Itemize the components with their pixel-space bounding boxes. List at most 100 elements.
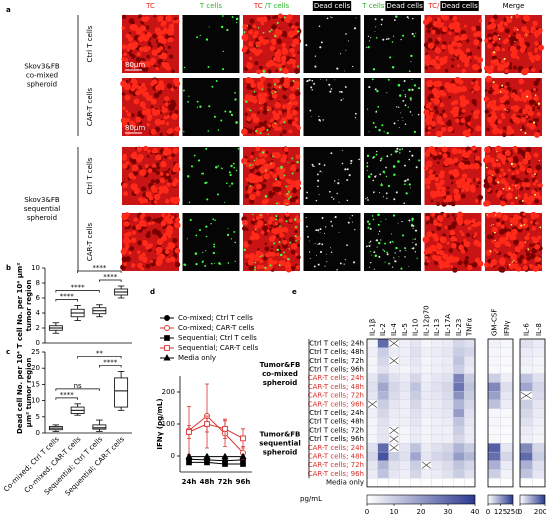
cell-dot bbox=[383, 250, 386, 252]
cell-dot bbox=[315, 229, 318, 232]
cell-dot bbox=[244, 162, 246, 165]
cell-dot bbox=[290, 249, 296, 255]
cell-dot bbox=[248, 41, 254, 47]
heatmap-cell bbox=[388, 408, 400, 418]
column-header: IL-10 bbox=[412, 319, 420, 336]
cell-dot bbox=[285, 266, 290, 270]
cell-dot bbox=[277, 13, 283, 19]
cell-dot bbox=[432, 155, 438, 161]
cell-dot bbox=[246, 24, 248, 27]
cell-dot bbox=[358, 158, 360, 161]
cell-dot bbox=[263, 120, 268, 124]
cell-dot bbox=[231, 182, 234, 185]
cell-dot bbox=[286, 203, 288, 205]
heatmap-cell bbox=[532, 408, 546, 418]
cell-dot bbox=[168, 128, 174, 134]
cell-dot bbox=[502, 172, 507, 176]
cell-dot bbox=[435, 130, 443, 138]
cell-dot bbox=[460, 165, 466, 170]
cell-dot bbox=[504, 69, 509, 74]
cell-dot bbox=[476, 221, 482, 226]
cell-dot bbox=[175, 126, 181, 132]
cell-dot bbox=[529, 243, 533, 248]
cell-dot bbox=[175, 217, 180, 222]
heatmap-cell bbox=[388, 347, 400, 357]
cell-dot bbox=[405, 250, 407, 252]
cell-dot bbox=[256, 45, 258, 47]
cell-dot bbox=[458, 79, 464, 85]
heatmap-cell bbox=[399, 382, 411, 392]
cell-dot bbox=[331, 196, 333, 199]
cell-dot bbox=[411, 248, 413, 250]
cell-dot bbox=[254, 158, 262, 166]
cell-dot bbox=[167, 234, 172, 239]
cell-dot bbox=[325, 226, 327, 228]
cell-dot bbox=[449, 175, 455, 180]
cell-dot bbox=[306, 79, 309, 83]
marker bbox=[203, 452, 211, 460]
heatmap-cell bbox=[500, 460, 514, 470]
marker bbox=[240, 435, 246, 442]
cell-dot bbox=[510, 187, 514, 192]
cell-dot bbox=[484, 97, 490, 102]
cell-dot bbox=[399, 152, 401, 154]
cell-dot bbox=[468, 55, 472, 59]
heatmap-cell bbox=[377, 382, 389, 392]
cell-dot bbox=[269, 264, 272, 267]
cell-dot bbox=[137, 85, 143, 91]
cell-dot bbox=[453, 193, 461, 201]
cell-dot bbox=[433, 220, 439, 226]
heatmap-cell bbox=[388, 399, 400, 409]
significance-bracket bbox=[55, 388, 100, 391]
cell-dot bbox=[264, 246, 270, 252]
heatmap-cell bbox=[377, 443, 389, 453]
cell-dot bbox=[461, 108, 466, 113]
cell-dot bbox=[377, 233, 380, 235]
heatmap-cell bbox=[399, 443, 411, 453]
cell-dot bbox=[276, 63, 283, 69]
cell-dot bbox=[448, 169, 454, 175]
cell-dot bbox=[291, 242, 298, 250]
cell-dot bbox=[378, 255, 381, 258]
heatmap-cell bbox=[399, 451, 411, 461]
cell-dot bbox=[267, 213, 269, 215]
cell-dot bbox=[147, 41, 152, 46]
heatmap-cell bbox=[388, 373, 400, 383]
cell-dot bbox=[522, 97, 527, 103]
heatmap-cell bbox=[431, 425, 443, 435]
cell-dot bbox=[262, 31, 265, 34]
micrograph bbox=[182, 78, 240, 136]
cell-dot bbox=[374, 254, 378, 258]
cell-dot bbox=[515, 266, 522, 272]
cell-dot bbox=[295, 265, 300, 270]
cell-dot bbox=[205, 225, 208, 228]
cell-dot bbox=[449, 83, 457, 90]
cell-dot bbox=[370, 261, 372, 264]
cell-dot bbox=[122, 52, 128, 57]
cell-dot bbox=[312, 165, 315, 167]
cell-dot bbox=[276, 170, 281, 175]
cell-dot bbox=[284, 35, 287, 38]
cell-dot bbox=[164, 96, 170, 102]
heatmap-cell bbox=[500, 347, 514, 357]
cell-dot bbox=[502, 132, 507, 137]
marker bbox=[186, 459, 192, 466]
cell-dot bbox=[153, 193, 161, 201]
cell-dot bbox=[330, 251, 333, 254]
colorbar-tick-label: 20 bbox=[417, 508, 426, 516]
cell-dot bbox=[441, 261, 449, 268]
cell-dot bbox=[295, 22, 300, 27]
colorbar bbox=[487, 494, 514, 505]
cell-dot bbox=[524, 104, 531, 110]
cell-dot bbox=[395, 191, 398, 194]
cell-dot bbox=[385, 166, 387, 169]
x-tick-label: 72h bbox=[218, 478, 233, 486]
cell-dot bbox=[170, 243, 176, 249]
cell-dot bbox=[262, 110, 268, 115]
cell-dot bbox=[438, 151, 443, 156]
cell-dot bbox=[275, 69, 279, 72]
cell-dot bbox=[374, 88, 377, 91]
cell-dot bbox=[263, 102, 268, 107]
cell-dot bbox=[330, 247, 331, 249]
cell-dot bbox=[457, 260, 463, 266]
